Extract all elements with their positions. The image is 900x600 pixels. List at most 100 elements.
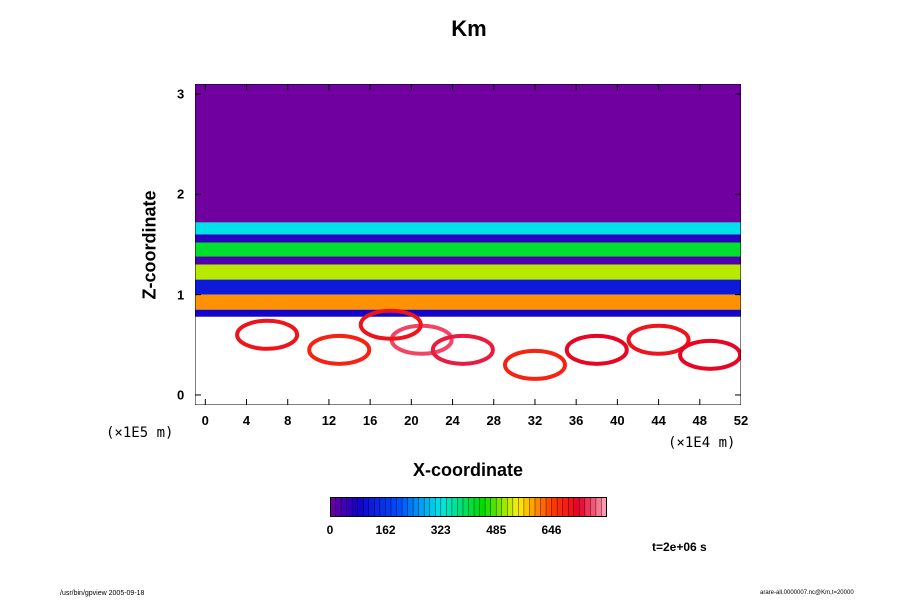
- colorbar-swatch: [568, 497, 575, 517]
- heatmap-layer: [195, 84, 741, 381]
- heatmap-band-7: [195, 294, 741, 310]
- y-axis-label: Z-coordinate: [139, 190, 160, 300]
- colorbar-swatch: [562, 497, 569, 517]
- x-tick-label: 24: [445, 413, 460, 428]
- x-tick-label: 8: [284, 413, 292, 428]
- y-tick-label: 2: [177, 186, 185, 202]
- colorbar-swatch: [451, 497, 458, 517]
- colorbar-swatch: [379, 497, 386, 517]
- colorbar-swatch: [440, 497, 447, 517]
- colorbar-swatch: [523, 497, 530, 517]
- colorbar-swatch: [368, 497, 375, 517]
- colorbar-swatch: [595, 497, 602, 517]
- heatmap-feature-6: [235, 318, 300, 351]
- colorbar-swatch: [540, 497, 547, 517]
- colorbar-swatch: [529, 497, 536, 517]
- y-axis-unit: (×1E5 m): [106, 425, 174, 441]
- chart-title: Km: [451, 16, 487, 41]
- heatmap-band-0: [195, 84, 741, 223]
- colorbar-swatch: [490, 497, 497, 517]
- x-tick-label: 48: [692, 413, 708, 428]
- colorbar-swatch: [396, 497, 403, 517]
- colorbar-swatch: [557, 497, 564, 517]
- x-tick-label: 4: [242, 413, 251, 428]
- heatmap-band-1: [195, 222, 741, 235]
- heatmap-feature-1: [358, 308, 423, 341]
- colorbar-tick-label: 485: [486, 523, 507, 537]
- colorbar-swatch: [429, 497, 436, 517]
- colorbar-swatch: [474, 497, 481, 517]
- x-tick-label: 52: [733, 413, 749, 428]
- colorbar-swatch: [501, 497, 508, 517]
- colorbar-swatch: [468, 497, 475, 517]
- tick-marks: [195, 84, 741, 405]
- y-tick-label: 3: [177, 86, 185, 102]
- colorbar-swatch: [507, 497, 514, 517]
- heatmap-feature-2: [430, 333, 495, 366]
- heatmap-band-4: [195, 256, 741, 265]
- colorbar-swatch: [485, 497, 492, 517]
- y-tick-label: 1: [177, 287, 185, 303]
- colorbar-swatch: [590, 497, 597, 517]
- x-tick-label: 36: [568, 413, 584, 428]
- colorbar-tick-label: 323: [430, 523, 451, 537]
- heatmap-band-3: [195, 242, 741, 257]
- x-tick-label: 28: [486, 413, 501, 428]
- colorbar-tick-label: 646: [541, 523, 562, 537]
- x-tick-label: 12: [321, 413, 337, 428]
- colorbar-frame: [330, 497, 607, 517]
- heatmap-band-5: [195, 264, 741, 280]
- colorbar-swatch: [496, 497, 503, 517]
- x-axis-unit: (×1E4 m): [668, 435, 736, 451]
- colorbar-swatch: [352, 497, 359, 517]
- heatmap-feature-3: [564, 333, 629, 366]
- colorbar-swatch: [390, 497, 397, 517]
- colorbar-swatch: [579, 497, 586, 517]
- heatmap-band-6: [195, 279, 741, 295]
- x-tick-label: 16: [362, 413, 378, 428]
- colorbar-swatch: [435, 497, 442, 517]
- colorbar-swatch: [424, 497, 431, 517]
- colorbar-swatch: [385, 497, 392, 517]
- colorbar-swatch: [446, 497, 453, 517]
- x-axis-label: X-coordinate: [412, 460, 523, 480]
- heatmap-feature-7: [307, 333, 372, 366]
- x-tick-label: 44: [651, 413, 666, 428]
- colorbar-swatch: [534, 497, 542, 517]
- colorbar-swatch: [601, 497, 607, 517]
- footer-file: arare-all.0000007.nc@Km,t=20000: [760, 590, 854, 596]
- heatmap-feature-8: [502, 348, 567, 381]
- colorbar-swatch: [402, 497, 409, 517]
- colorbar-swatch: [335, 497, 342, 517]
- colorbar: [330, 497, 607, 517]
- x-tick-label: 32: [527, 413, 543, 428]
- colorbar-swatch: [407, 497, 414, 517]
- colorbar-swatch: [374, 497, 381, 517]
- x-tick-label: 20: [404, 413, 419, 428]
- colorbar-swatch: [413, 497, 420, 517]
- colorbar-tick-label: 0: [326, 523, 334, 537]
- x-tick-label: 40: [610, 413, 625, 428]
- heatmap-band-8: [195, 309, 741, 317]
- colorbar-swatch: [462, 497, 469, 517]
- footer-command: /usr/bin/gpview 2005-09-18: [60, 590, 145, 597]
- colorbar-tick-label: 162: [375, 523, 396, 537]
- x-tick-label: 0: [201, 413, 209, 428]
- colorbar-swatch: [479, 497, 486, 517]
- colorbar-swatch: [357, 497, 364, 517]
- colorbar-swatch: [546, 497, 553, 517]
- y-tick-label: 0: [177, 387, 185, 403]
- colorbar-swatch: [418, 497, 425, 517]
- plot-area: [195, 84, 741, 405]
- colorbar-swatch: [551, 497, 558, 517]
- colorbar-swatch: [346, 497, 353, 517]
- colorbar-swatch: [584, 497, 591, 517]
- colorbar-swatch: [341, 497, 348, 517]
- heatmap-band-2: [195, 234, 741, 243]
- colorbar-swatch: [512, 497, 519, 517]
- colorbar-swatch: [573, 497, 580, 517]
- heatmap-feature-4: [626, 323, 691, 356]
- time-label: t=2e+06 s: [652, 540, 707, 554]
- colorbar-swatch: [457, 497, 464, 517]
- colorbar-swatch: [363, 497, 370, 517]
